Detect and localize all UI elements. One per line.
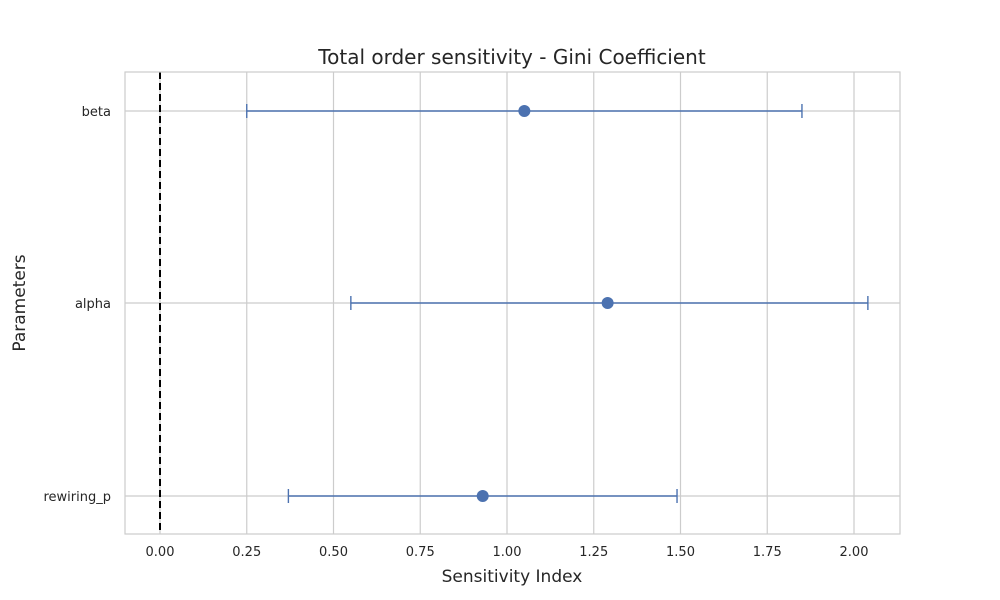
x-tick-label: 1.75: [753, 545, 782, 560]
x-tick-label: 1.00: [493, 545, 522, 560]
point-alpha: [601, 297, 614, 309]
x-tick-label: 0.50: [319, 545, 348, 560]
y-tick-label-beta: beta: [82, 105, 111, 120]
x-tick-label: 1.25: [579, 545, 608, 560]
point-rewiring_p: [476, 490, 489, 502]
x-tick-label: 1.50: [666, 545, 695, 560]
x-axis-label: Sensitivity Index: [442, 567, 583, 587]
mark-layer: [246, 104, 869, 503]
x-tick-label: 2.00: [840, 545, 869, 560]
x-tick-label: 0.25: [232, 545, 261, 560]
chart-title: Total order sensitivity - Gini Coefficie…: [317, 45, 706, 69]
tick-layer: 0.00 0.25 0.50 0.75 1.00 1.25 1.50 1.75 2.00 beta…: [43, 105, 868, 560]
x-tick-label: 0.75: [406, 545, 435, 560]
point-beta: [518, 105, 531, 117]
y-tick-label-rewiring_p: rewiring_p: [43, 490, 111, 505]
y-axis-label: Parameters: [10, 254, 30, 351]
x-tick-label: 0.00: [146, 545, 175, 560]
y-tick-label-alpha: alpha: [75, 297, 111, 312]
plot-frame: [124, 71, 901, 535]
